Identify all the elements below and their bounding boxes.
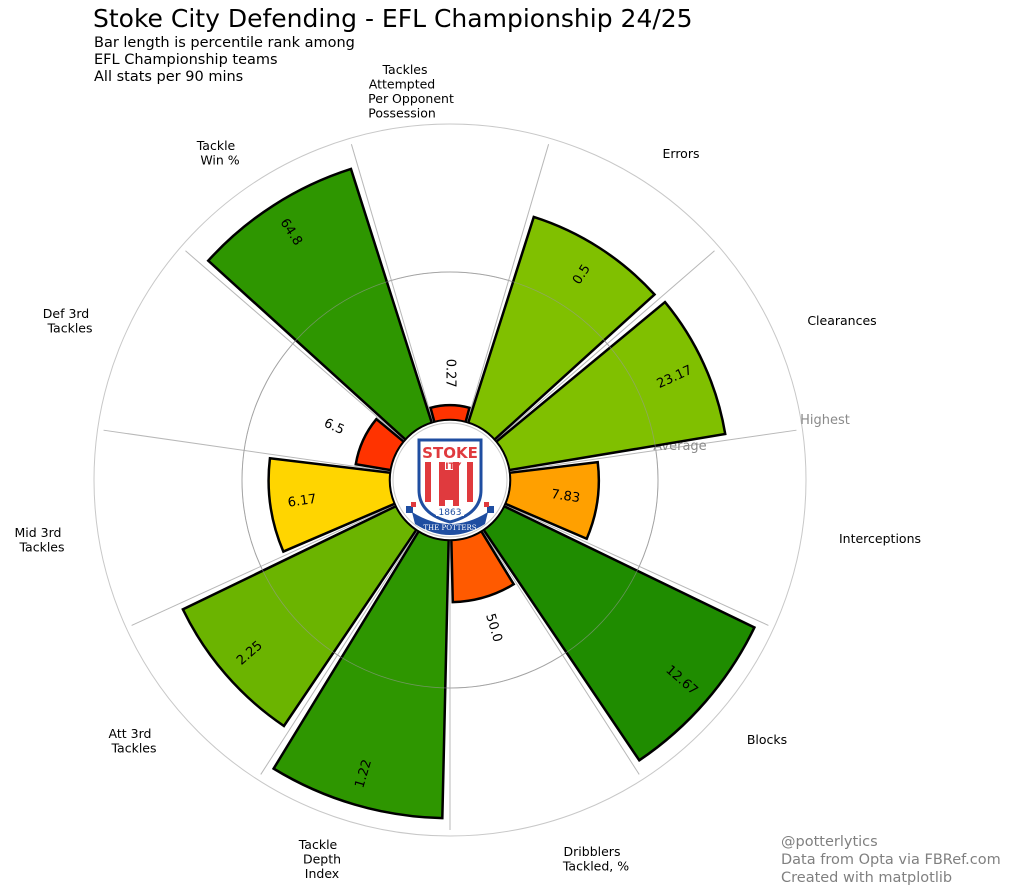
credit-handle: @potterlytics xyxy=(781,834,878,850)
category-label-6: Tackle Depth Index xyxy=(298,837,341,881)
chart-title: Stoke City Defending - EFL Championship … xyxy=(93,4,693,33)
grid-circle-average-overlay xyxy=(241,271,659,689)
chart-subtitle-line-3: All stats per 90 mins xyxy=(94,69,244,85)
category-label-4: Blocks xyxy=(747,732,787,747)
category-label-2: Clearances xyxy=(807,313,876,328)
value-label-0: 0.27 xyxy=(443,359,458,388)
sector-divider xyxy=(504,504,769,626)
sector-divider xyxy=(495,250,715,442)
sector-divider xyxy=(509,429,797,472)
category-label-1: Errors xyxy=(663,146,700,161)
sector-divider xyxy=(482,530,640,775)
value-label-5: 50.0 xyxy=(482,612,505,644)
category-label-9: Def 3rd Tackles xyxy=(43,306,93,336)
grid-circle-highest xyxy=(93,123,807,837)
category-label-3: Interceptions xyxy=(839,531,921,546)
sector-divider xyxy=(350,144,434,423)
grid-label-highest: Highest xyxy=(800,413,850,428)
svg-text:1863: 1863 xyxy=(439,508,462,518)
credit-tool: Created with matplotlib xyxy=(781,870,953,886)
value-label-9: 6.5 xyxy=(321,416,346,438)
category-label-10: Tackle Win % xyxy=(196,138,240,168)
chart-subtitle-line-2: EFL Championship teams xyxy=(94,52,278,68)
svg-text:STOKE: STOKE xyxy=(422,444,478,462)
category-label-8: Mid 3rd Tackles xyxy=(15,525,65,555)
category-label-7: Att 3rd Tackles xyxy=(109,726,157,756)
category-label-5: Dribblers Tackled, % xyxy=(562,844,629,874)
chart-subtitle-line-1: Bar length is percentile rank among xyxy=(94,35,355,51)
value-label-8: 6.17 xyxy=(287,492,318,511)
sector-divider xyxy=(185,250,405,442)
value-label-3: 7.83 xyxy=(550,487,581,506)
sector-divider xyxy=(131,504,396,626)
svg-text:CITY: CITY xyxy=(439,462,462,472)
sector-divider xyxy=(466,144,550,423)
svg-text:THE POTTERS: THE POTTERS xyxy=(423,524,476,532)
sector-divider xyxy=(260,530,418,775)
credit-source: Data from Opta via FBRef.com xyxy=(781,852,1001,868)
sector-divider xyxy=(103,429,391,472)
bar-4 xyxy=(481,504,757,763)
category-label-0: Tackles Attempted Per Opponent Possession xyxy=(368,62,454,121)
